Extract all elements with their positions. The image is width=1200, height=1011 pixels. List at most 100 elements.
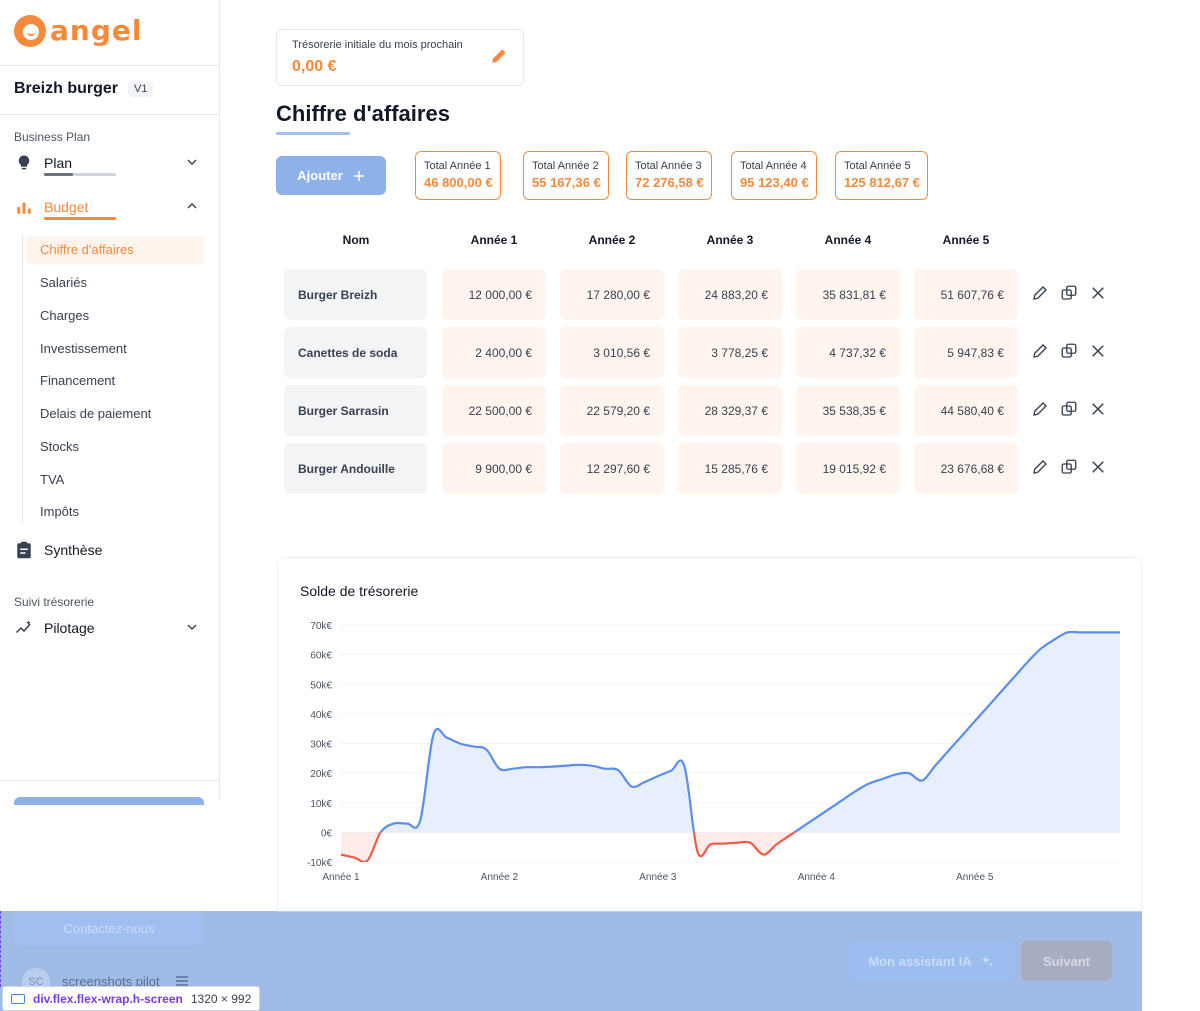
area-fill-positive bbox=[341, 631, 1120, 833]
series-line-positive bbox=[379, 630, 1120, 833]
table-cell-value: 23 676,68 € bbox=[914, 443, 1018, 494]
pencil-icon[interactable] bbox=[1031, 342, 1049, 360]
sub-item-impots[interactable]: Impôts bbox=[40, 504, 80, 519]
total-label: Total Année 4 bbox=[740, 160, 807, 172]
add-button[interactable]: Ajouter bbox=[276, 156, 386, 195]
assistant-ia-button[interactable]: Mon assistant IA bbox=[848, 941, 1014, 981]
table-cell-value: 35 538,35 € bbox=[796, 385, 900, 436]
menu-icon[interactable] bbox=[175, 975, 189, 987]
lightbulb-icon bbox=[14, 153, 34, 173]
sub-item-stocks[interactable]: Stocks bbox=[40, 439, 80, 454]
sparkle-chart-icon bbox=[14, 618, 34, 638]
sub-item-delais-paiement[interactable]: Delais de paiement bbox=[40, 406, 152, 421]
table-cell-value: 2 400,00 € bbox=[442, 327, 546, 378]
sidebar-bottom-button[interactable] bbox=[14, 797, 204, 805]
y-tick-label: 20k€ bbox=[310, 769, 332, 780]
sidebar-item-label: Plan bbox=[44, 155, 73, 171]
sub-item-chiffre-affaires[interactable]: Chiffre d'affaires bbox=[40, 242, 134, 257]
total-card-annee-4: Total Année 4 95 123,40 € bbox=[731, 151, 817, 200]
y-tick-label: 10k€ bbox=[310, 799, 332, 810]
table-cell-value: 3 010,56 € bbox=[560, 327, 664, 378]
duplicate-icon[interactable] bbox=[1060, 284, 1078, 302]
sidebar-item-budget[interactable]: Budget bbox=[14, 194, 204, 220]
devtools-element-tag: div.flex.flex-wrap.h-screen 1320 × 992 bbox=[2, 986, 261, 1011]
table-cell-value: 5 947,83 € bbox=[914, 327, 1018, 378]
total-card-annee-5: Total Année 5 125 812,67 € bbox=[835, 151, 928, 200]
contact-button[interactable]: Contactez-nous bbox=[14, 911, 204, 945]
active-sub-item-highlight bbox=[26, 236, 204, 264]
devtools-selector: div.flex.flex-wrap.h-screen bbox=[33, 991, 183, 1006]
bar-chart-icon bbox=[14, 197, 34, 217]
column-header-annee-2: Année 2 bbox=[588, 233, 636, 247]
sub-item-investissement[interactable]: Investissement bbox=[40, 341, 127, 356]
table-cell-value: 9 900,00 € bbox=[442, 443, 546, 494]
chevron-down-icon[interactable] bbox=[184, 619, 200, 635]
table-cell-value: 15 285,76 € bbox=[678, 443, 782, 494]
sub-item-tva[interactable]: TVA bbox=[40, 472, 65, 487]
plus-icon bbox=[353, 170, 364, 181]
sidebar-item-pilotage[interactable]: Pilotage bbox=[14, 615, 204, 641]
total-label: Total Année 5 bbox=[844, 160, 911, 172]
solde-tresorerie-chart-card: -10k€ 0€ 10k€ 20k€ 30k€ 40k€ 50k€ 60k€ 70k€ Année… bbox=[277, 557, 1142, 917]
title-underline bbox=[276, 132, 350, 135]
table-cell-value: 51 607,76 € bbox=[914, 269, 1018, 320]
tresorerie-label: Trésorerie initiale du mois prochain bbox=[292, 39, 463, 51]
column-header-annee-5: Année 5 bbox=[942, 233, 990, 247]
chevron-up-icon[interactable] bbox=[184, 198, 200, 214]
clipboard-icon bbox=[14, 540, 34, 560]
total-value: 72 276,58 € bbox=[635, 175, 704, 190]
sidebar-item-synthese[interactable]: Synthèse bbox=[14, 537, 204, 563]
table-cell-value: 44 580,40 € bbox=[914, 385, 1018, 436]
y-tick-label: 40k€ bbox=[310, 710, 332, 721]
duplicate-icon[interactable] bbox=[1060, 458, 1078, 476]
x-tick-label: Année 5 bbox=[956, 872, 994, 883]
angel-logo[interactable]: angel bbox=[14, 14, 142, 47]
user-name: screenshots pilot bbox=[62, 974, 160, 989]
y-tick-label: 70k€ bbox=[310, 621, 332, 632]
x-tick-label: Année 2 bbox=[481, 872, 519, 883]
column-header-annee-4: Année 4 bbox=[824, 233, 872, 247]
business-plan-section-label: Business Plan bbox=[14, 130, 91, 144]
close-icon[interactable] bbox=[1089, 284, 1107, 302]
y-tick-label: -10k€ bbox=[307, 858, 332, 869]
project-header: Breizh burger V1 bbox=[14, 80, 154, 98]
total-label: Total Année 3 bbox=[635, 160, 702, 172]
chart-title: Solde de trésorerie bbox=[300, 583, 419, 599]
pencil-icon[interactable] bbox=[489, 46, 509, 66]
close-icon[interactable] bbox=[1089, 400, 1107, 418]
divider bbox=[0, 114, 219, 115]
close-icon[interactable] bbox=[1089, 342, 1107, 360]
x-tick-label: Année 3 bbox=[639, 872, 677, 883]
devtools-outline bbox=[0, 911, 1, 987]
total-value: 46 800,00 € bbox=[424, 175, 493, 190]
y-tick-label: 30k€ bbox=[310, 740, 332, 751]
budget-progress-bar bbox=[44, 217, 116, 220]
table-cell-name: Canettes de soda bbox=[284, 327, 427, 378]
table-cell-value: 12 297,60 € bbox=[560, 443, 664, 494]
next-button[interactable]: Suivant bbox=[1021, 941, 1112, 981]
plan-progress-bar bbox=[44, 173, 116, 176]
table-cell-value: 3 778,25 € bbox=[678, 327, 782, 378]
sub-item-financement[interactable]: Financement bbox=[40, 373, 116, 388]
pencil-icon[interactable] bbox=[1031, 284, 1049, 302]
duplicate-icon[interactable] bbox=[1060, 400, 1078, 418]
duplicate-icon[interactable] bbox=[1060, 342, 1078, 360]
suivi-tresorerie-section-label: Suivi trésorerie bbox=[14, 595, 95, 609]
pencil-icon[interactable] bbox=[1031, 458, 1049, 476]
total-card-annee-2: Total Année 2 55 167,36 € bbox=[523, 151, 609, 200]
series-line-negative bbox=[341, 832, 797, 862]
table-cell-value: 22 579,20 € bbox=[560, 385, 664, 436]
table-cell-name: Burger Sarrasin bbox=[284, 385, 427, 436]
total-label: Total Année 2 bbox=[532, 160, 599, 172]
chevron-down-icon[interactable] bbox=[184, 154, 200, 170]
close-icon[interactable] bbox=[1089, 458, 1107, 476]
table-cell-value: 28 329,37 € bbox=[678, 385, 782, 436]
x-tick-label: Année 1 bbox=[322, 872, 360, 883]
sub-item-charges[interactable]: Charges bbox=[40, 308, 90, 323]
sub-item-salaries[interactable]: Salariés bbox=[40, 275, 87, 290]
solde-tresorerie-chart: -10k€ 0€ 10k€ 20k€ 30k€ 40k€ 50k€ 60k€ 70k€ Année… bbox=[307, 621, 1120, 883]
layout-icon bbox=[11, 993, 25, 1004]
sidebar-item-label: Synthèse bbox=[44, 542, 103, 558]
pencil-icon[interactable] bbox=[1031, 400, 1049, 418]
sidebar-item-plan[interactable]: Plan bbox=[14, 150, 204, 176]
